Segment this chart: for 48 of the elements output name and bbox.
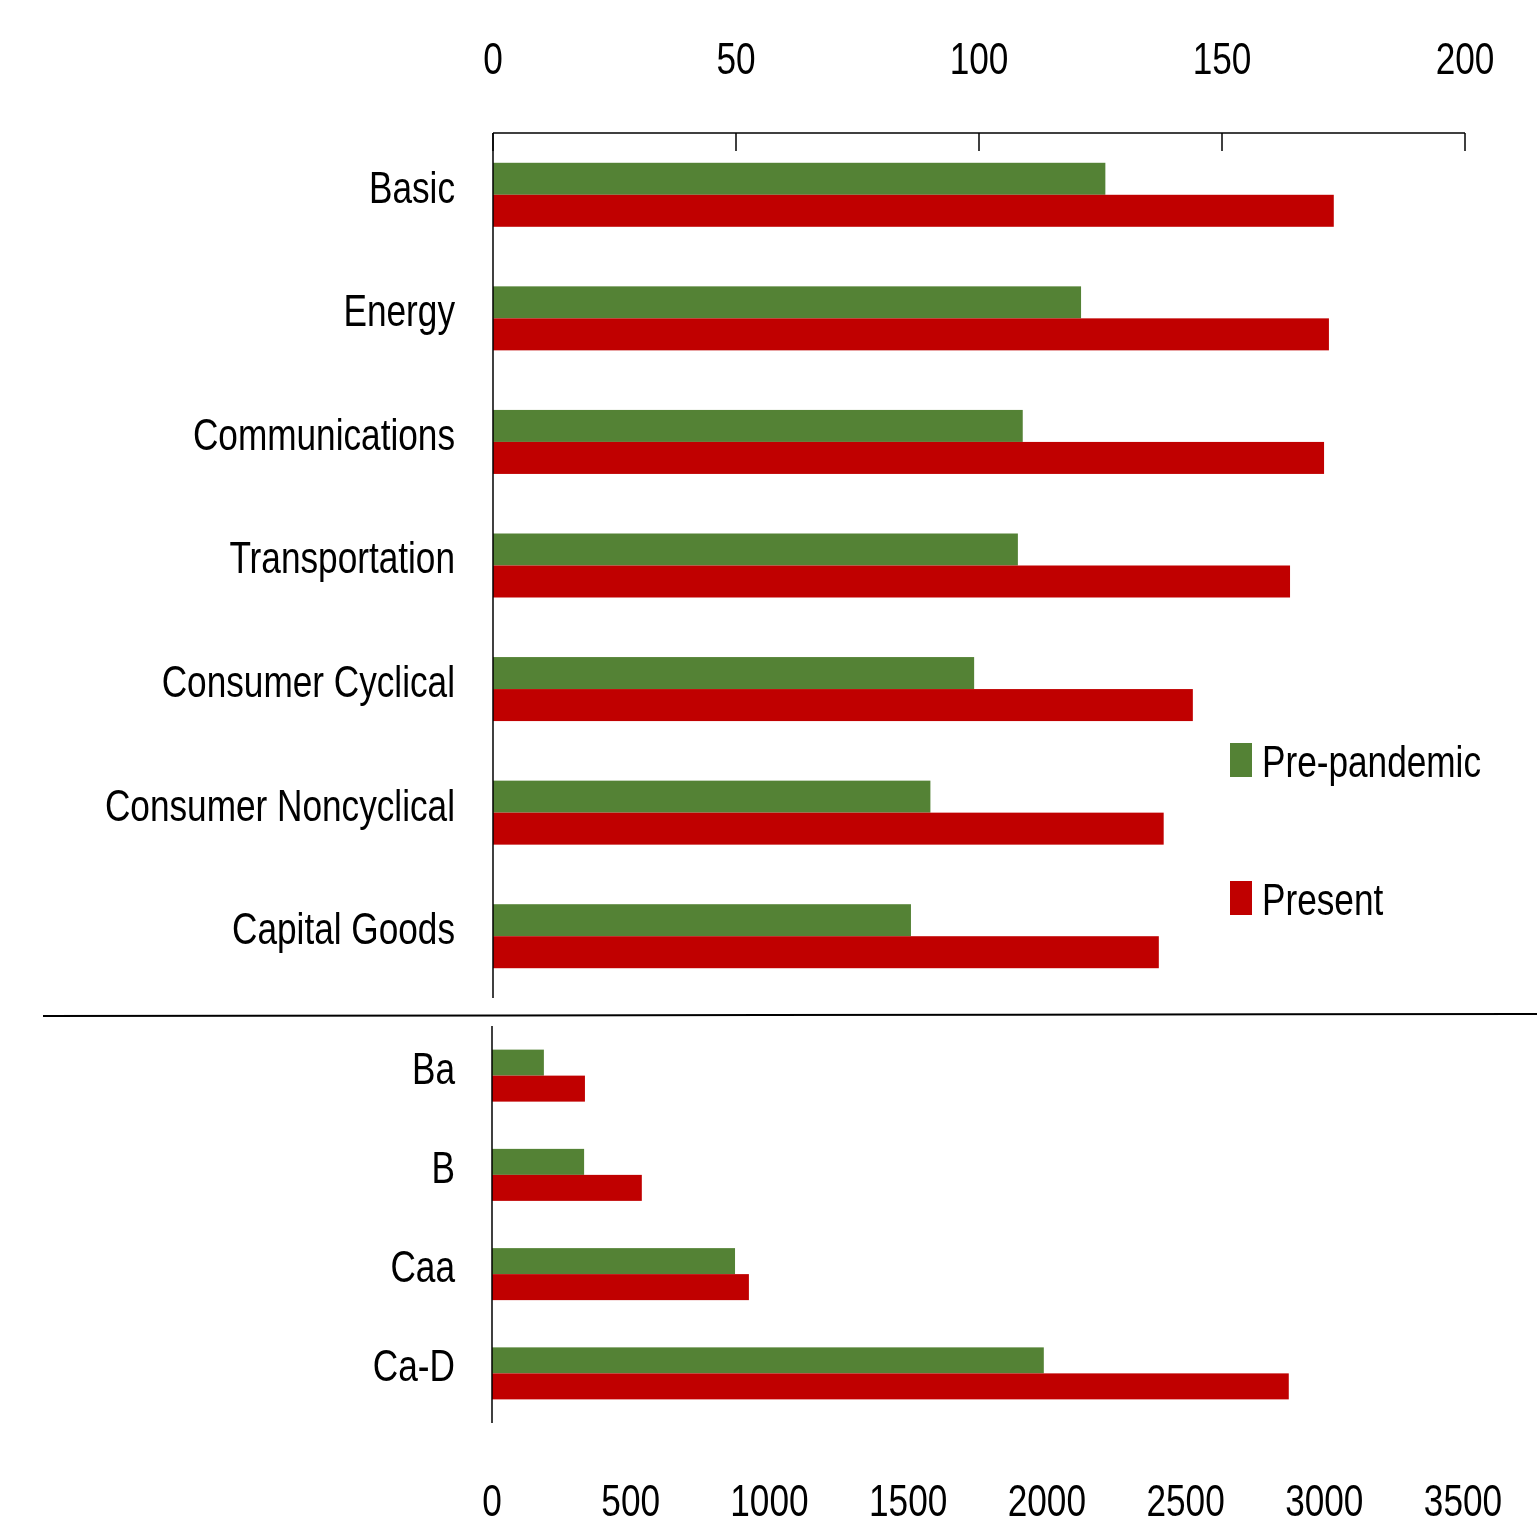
- y-tick-label: Caa: [390, 1242, 456, 1291]
- bar: [492, 1248, 736, 1275]
- y-tick-label: Transportation: [229, 533, 455, 583]
- y-tick-label: Communications: [192, 410, 455, 459]
- bar: [492, 1049, 544, 1076]
- x-tick-label: 150: [1192, 34, 1252, 83]
- bar: [493, 657, 975, 690]
- x-tick-label: 1000: [730, 1476, 809, 1525]
- x-tick-label: 1500: [869, 1476, 948, 1525]
- x-tick-label: 500: [601, 1476, 661, 1525]
- y-tick-label: Ba: [411, 1043, 456, 1093]
- y-tick-label: Basic: [368, 163, 455, 212]
- bar: [492, 1347, 1044, 1374]
- legend-label: Pre-pandemic: [1262, 737, 1482, 786]
- bar: [493, 409, 1023, 442]
- bar: [493, 194, 1334, 227]
- y-tick-label: Energy: [343, 286, 456, 336]
- bar: [493, 936, 1159, 969]
- y-tick-label: B: [431, 1143, 455, 1192]
- y-tick-label: Consumer Noncyclical: [104, 780, 455, 830]
- bar: [493, 441, 1325, 474]
- bar: [493, 689, 1193, 722]
- x-tick-label: 0: [482, 1476, 502, 1525]
- bar: [493, 780, 931, 813]
- y-tick-label: Capital Goods: [232, 904, 455, 954]
- y-tick-label: Consumer Cyclical: [161, 657, 455, 706]
- legend-label: Present: [1262, 875, 1384, 924]
- bar: [493, 318, 1329, 351]
- x-tick-label: 3000: [1285, 1476, 1364, 1525]
- bar: [493, 904, 911, 937]
- bar: [492, 1174, 642, 1201]
- x-tick-label: 2500: [1146, 1476, 1225, 1525]
- x-tick-label: 0: [483, 34, 503, 83]
- bar: [492, 1075, 585, 1102]
- x-tick-label: 50: [716, 34, 756, 83]
- x-tick-label: 3500: [1423, 1476, 1503, 1525]
- x-tick-label: 100: [949, 34, 1009, 83]
- bar: [493, 286, 1082, 319]
- bar: [493, 565, 1291, 598]
- bar: [492, 1373, 1289, 1400]
- bar: [493, 162, 1106, 195]
- bar: [492, 1274, 749, 1301]
- y-tick-label: Ca-D: [372, 1341, 455, 1391]
- x-tick-label: 2000: [1007, 1476, 1086, 1525]
- bar: [493, 812, 1164, 845]
- x-tick-label: 200: [1435, 34, 1495, 83]
- bar: [493, 533, 1018, 566]
- bar: [492, 1148, 585, 1175]
